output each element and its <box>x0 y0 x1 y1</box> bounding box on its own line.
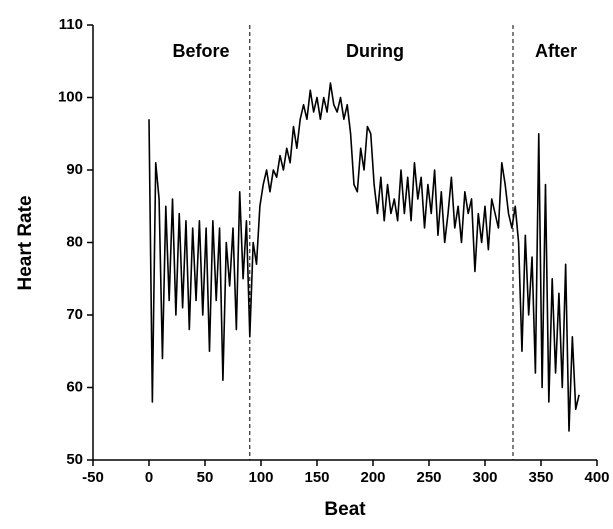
x-tick-label: 400 <box>584 469 609 486</box>
x-tick-label: 200 <box>360 469 385 486</box>
x-tick-label: 100 <box>248 469 273 486</box>
y-tick-label: 60 <box>66 378 83 395</box>
y-tick-label: 90 <box>66 161 83 178</box>
x-axis-label: Beat <box>324 499 366 520</box>
x-tick-label: 150 <box>304 469 329 486</box>
y-tick-label: 80 <box>66 233 83 250</box>
y-tick-label: 70 <box>66 306 83 323</box>
x-tick-label: 0 <box>145 469 153 486</box>
y-axis-label: Heart Rate <box>15 195 36 290</box>
annotation: After <box>535 41 577 61</box>
x-tick-label: 50 <box>197 469 214 486</box>
y-tick-label: 50 <box>66 451 83 468</box>
x-tick-label: -50 <box>82 469 104 486</box>
annotation: During <box>346 41 404 61</box>
y-tick-label: 100 <box>58 88 83 105</box>
data-line <box>148 82 580 432</box>
y-tick-label: 110 <box>59 16 83 33</box>
x-tick-label: 350 <box>528 469 553 486</box>
annotation: Before <box>172 41 229 61</box>
x-tick-label: 250 <box>416 469 441 486</box>
x-tick-label: 300 <box>472 469 497 486</box>
